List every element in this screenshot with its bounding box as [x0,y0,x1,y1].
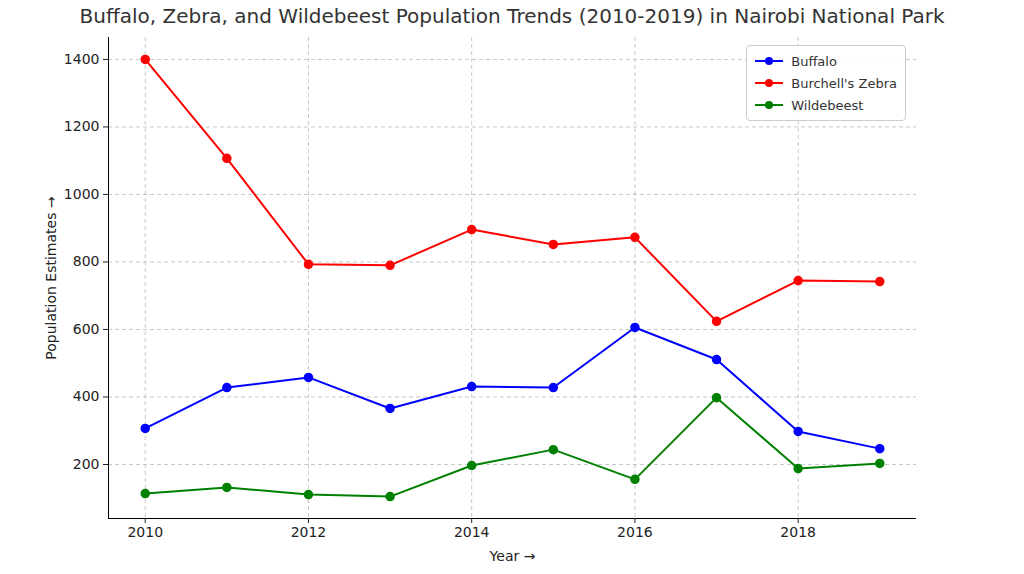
svg-text:2010: 2010 [127,524,163,540]
svg-text:Population Estimates →: Population Estimates → [43,196,59,360]
svg-text:Year →: Year → [489,548,536,564]
svg-text:1200: 1200 [64,118,100,134]
html-text:Burchell's Zebra: Burchell's Zebra [791,75,897,91]
svg-text:600: 600 [73,321,100,337]
svg-text:1400: 1400 [64,51,100,67]
svg-text:2014: 2014 [454,524,490,540]
svg-text:2016: 2016 [617,524,653,540]
svg-text:1000: 1000 [64,186,100,202]
svg-text:2018: 2018 [780,524,816,540]
svg-text:400: 400 [73,388,100,404]
svg-text:2012: 2012 [291,524,327,540]
html-text:Buffalo: Buffalo [791,53,837,69]
html-text:Buffalo, Zebra, and Wildebeest: Buffalo, Zebra, and Wildebeest Populatio… [79,4,945,28]
svg-text:200: 200 [73,456,100,472]
svg-text:800: 800 [73,253,100,269]
html-text:Wildebeest: Wildebeest [791,97,864,113]
